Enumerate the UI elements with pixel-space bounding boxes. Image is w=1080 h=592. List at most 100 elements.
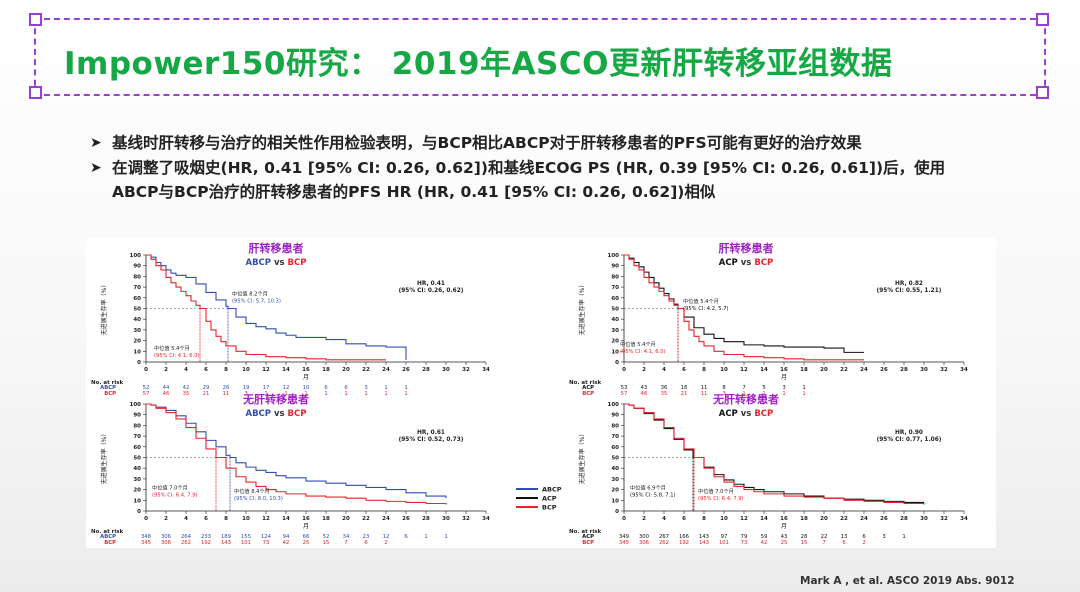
- x-tick-label: 12: [740, 516, 748, 522]
- at-risk-row-name: ACP: [582, 385, 594, 391]
- at-risk-value: 1: [424, 534, 427, 540]
- hr-ci-text: (95% CI: 0.55, 1.21): [877, 288, 942, 294]
- charts-panel: 肝转移患者 ABCP vs BCP 无进展生存率（%） 0 10 20 30 40 50 60 70…: [86, 238, 996, 548]
- y-tick-label: 30: [133, 477, 141, 483]
- at-risk-value: 1: [902, 534, 905, 540]
- at-risk-value: 1: [782, 391, 785, 397]
- hr-ci-text: (95% CI: 0.26, 0.62): [399, 288, 464, 294]
- x-tick-label: 20: [820, 516, 828, 522]
- at-risk-value: 11: [701, 385, 708, 391]
- at-risk-row-name: BCP: [582, 540, 594, 546]
- y-tick-label: 50: [611, 307, 619, 313]
- y-tick-label: 20: [611, 488, 619, 494]
- x-tick-label: 4: [184, 367, 188, 373]
- at-risk-value: 42: [283, 540, 290, 546]
- at-risk-value: 25: [781, 540, 788, 546]
- x-tick-label: 26: [880, 516, 888, 522]
- x-tick-label: 32: [462, 367, 470, 373]
- y-tick-label: 70: [611, 434, 619, 440]
- bullet-item: ➤ 在调整了吸烟史(HR, 0.41 [95% CI: 0.26, 0.62])…: [90, 156, 1020, 181]
- at-risk-value: 306: [161, 540, 172, 546]
- y-tick-label: 50: [133, 456, 141, 462]
- x-tick-label: 26: [880, 367, 888, 373]
- at-risk-value: 94: [283, 534, 290, 540]
- at-risk-row-name: ACP: [582, 534, 594, 540]
- y-tick-label: 30: [133, 328, 141, 334]
- hr-text: HR, 0.90: [895, 430, 923, 436]
- y-tick-label: 70: [611, 285, 619, 291]
- x-axis-label: 月: [781, 523, 787, 530]
- at-risk-value: 12: [383, 534, 390, 540]
- at-risk-value: 345: [141, 540, 151, 546]
- bullet-list: ➤ 基线时肝转移与治疗的相关性作用检验表明，与BCP相比ABCP对于肝转移患者的…: [90, 131, 1020, 205]
- x-tick-label: 26: [402, 516, 410, 522]
- x-tick-label: 4: [184, 516, 188, 522]
- x-tick-label: 2: [164, 516, 168, 522]
- at-risk-value: 17: [263, 385, 270, 391]
- x-tick-label: 22: [362, 516, 370, 522]
- km-curve-acp: [624, 254, 864, 353]
- at-risk-value: 1: [324, 391, 327, 397]
- median-annotation: 中位值 7.0个月: [698, 487, 734, 495]
- at-risk-value: 18: [681, 385, 688, 391]
- bullet-text: 在调整了吸烟史(HR, 0.41 [95% CI: 0.26, 0.62])和基…: [112, 158, 946, 177]
- hr-text: HR, 0.82: [895, 281, 923, 287]
- x-tick-label: 6: [682, 516, 686, 522]
- subtitle-part: vs: [271, 409, 288, 419]
- chart-title: 无肝转移患者: [242, 392, 309, 406]
- at-risk-value: 267: [659, 534, 669, 540]
- at-risk-value: 143: [221, 540, 231, 546]
- y-tick-label: 10: [133, 498, 141, 504]
- median-annotation: 中位值 5.4个月: [154, 344, 190, 352]
- x-tick-label: 30: [920, 516, 928, 522]
- at-risk-value: 46: [163, 391, 170, 397]
- x-tick-label: 0: [622, 367, 626, 373]
- y-tick-label: 60: [611, 296, 619, 302]
- at-risk-value: 19: [243, 385, 250, 391]
- hr-ci-text: (95% CI: 0.52, 0.73): [399, 437, 464, 443]
- at-risk-value: 1: [742, 391, 745, 397]
- x-tick-label: 0: [144, 516, 148, 522]
- y-tick-label: 30: [611, 477, 619, 483]
- y-tick-label: 90: [611, 413, 619, 419]
- at-risk-value: 345: [619, 540, 629, 546]
- y-tick-label: 0: [137, 509, 141, 515]
- at-risk-label: No. at risk: [91, 529, 124, 535]
- y-tick-label: 60: [611, 445, 619, 451]
- y-tick-label: 0: [137, 360, 141, 366]
- at-risk-value: 5: [762, 385, 765, 391]
- at-risk-value: 11: [701, 391, 708, 397]
- x-tick-label: 8: [702, 516, 706, 522]
- at-risk-value: 36: [661, 385, 668, 391]
- y-tick-label: 60: [133, 296, 141, 302]
- at-risk-value: 73: [741, 540, 748, 546]
- chart-subtitle: ABCP vs BCP: [245, 258, 306, 268]
- at-risk-value: 13: [841, 534, 848, 540]
- x-tick-label: 8: [224, 367, 228, 373]
- chart-title: 肝转移患者: [249, 241, 304, 255]
- at-risk-label: No. at risk: [569, 380, 602, 386]
- at-risk-value: 3: [244, 391, 247, 397]
- at-risk-value: 23: [363, 534, 370, 540]
- x-tick-label: 4: [662, 367, 666, 373]
- at-risk-value: 10: [303, 385, 310, 391]
- subtitle-part: ABCP: [245, 409, 271, 419]
- at-risk-value: 2: [384, 540, 387, 546]
- x-tick-label: 0: [144, 367, 148, 373]
- at-risk-value: 21: [681, 391, 688, 397]
- x-tick-label: 2: [164, 367, 168, 373]
- y-tick-label: 20: [611, 339, 619, 345]
- at-risk-value: 192: [201, 540, 211, 546]
- x-tick-label: 24: [382, 367, 390, 373]
- x-tick-label: 24: [382, 516, 390, 522]
- at-risk-value: 6: [862, 534, 866, 540]
- median-annotation: (95% CI: 4.1, 6.0): [154, 353, 200, 359]
- y-tick-label: 30: [611, 328, 619, 334]
- at-risk-value: 262: [181, 540, 191, 546]
- km-curve-acp: [624, 403, 924, 503]
- at-risk-value: 101: [241, 540, 251, 546]
- at-risk-row-name: BCP: [582, 391, 594, 397]
